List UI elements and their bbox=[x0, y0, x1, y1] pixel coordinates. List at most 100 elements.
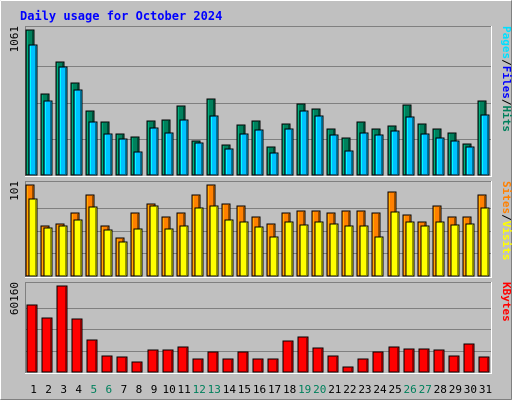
x-tick-label-29: 29 bbox=[449, 383, 462, 396]
bar-visits-5 bbox=[88, 206, 98, 277]
bar-kbytes-3 bbox=[56, 285, 68, 373]
x-tick-label-16: 16 bbox=[253, 383, 266, 396]
x-tick-label-25: 25 bbox=[388, 383, 401, 396]
panel-kbytes: 60160 KBytes bbox=[8, 282, 512, 374]
bar-files-11 bbox=[179, 119, 189, 176]
bar-visits-8 bbox=[133, 228, 143, 277]
bar-files-24 bbox=[374, 134, 384, 176]
bar-files-29 bbox=[450, 140, 460, 176]
x-tick-label-14: 14 bbox=[223, 383, 237, 396]
bar-files-19 bbox=[299, 110, 309, 176]
bar-visits-28 bbox=[435, 221, 445, 277]
bar-files-3 bbox=[58, 66, 68, 176]
bar-kbytes-27 bbox=[418, 348, 430, 373]
bar-visits-26 bbox=[405, 221, 415, 277]
panel-sites-visits: 101 Sites/Visits bbox=[8, 181, 512, 278]
bar-files-30 bbox=[465, 146, 475, 176]
legend: KBytes bbox=[500, 282, 512, 322]
bar-files-8 bbox=[133, 151, 143, 176]
bar-kbytes-15 bbox=[237, 351, 249, 373]
bar-visits-20 bbox=[314, 221, 324, 277]
bar-files-6 bbox=[103, 133, 113, 176]
bar-files-5 bbox=[88, 121, 98, 176]
bar-files-1 bbox=[28, 44, 38, 176]
chart-title: Daily usage for October 2024 bbox=[20, 9, 222, 23]
bar-files-31 bbox=[480, 114, 490, 176]
bar-visits-2 bbox=[43, 227, 53, 277]
legend-entry: Pages bbox=[500, 26, 512, 59]
bar-kbytes-4 bbox=[71, 318, 83, 373]
bars-hits-files-pages bbox=[25, 29, 490, 176]
legend-entry: Hits bbox=[500, 106, 512, 133]
x-tick-label-30: 30 bbox=[464, 383, 477, 396]
legend-entry: Visits bbox=[500, 221, 512, 261]
y-max-label: 1061 bbox=[8, 26, 21, 53]
x-tick-label-15: 15 bbox=[238, 383, 251, 396]
x-tick-label-13: 13 bbox=[208, 383, 221, 396]
bar-kbytes-14 bbox=[222, 358, 234, 373]
bar-visits-29 bbox=[450, 224, 460, 277]
bar-visits-6 bbox=[103, 229, 113, 277]
bar-files-9 bbox=[149, 127, 159, 176]
x-tick-label-19: 19 bbox=[298, 383, 311, 396]
x-tick-label-18: 18 bbox=[283, 383, 296, 396]
bar-kbytes-1 bbox=[26, 304, 38, 373]
bar-kbytes-19 bbox=[297, 336, 309, 373]
x-tick-label-26: 26 bbox=[404, 383, 417, 396]
bar-kbytes-8 bbox=[131, 361, 143, 373]
bar-files-10 bbox=[164, 132, 174, 176]
bar-visits-24 bbox=[374, 236, 384, 277]
bar-files-27 bbox=[420, 133, 430, 176]
bar-kbytes-6 bbox=[101, 355, 113, 373]
bar-kbytes-10 bbox=[162, 349, 174, 373]
x-tick-label-6: 6 bbox=[106, 383, 113, 396]
bar-files-7 bbox=[118, 138, 128, 176]
bar-visits-16 bbox=[254, 226, 264, 277]
bar-kbytes-18 bbox=[282, 340, 294, 373]
bar-visits-9 bbox=[149, 205, 159, 277]
bar-visits-17 bbox=[269, 236, 279, 277]
bar-files-2 bbox=[43, 100, 53, 176]
bar-kbytes-26 bbox=[403, 348, 415, 373]
x-tick-label-2: 2 bbox=[45, 383, 52, 396]
bar-kbytes-9 bbox=[147, 349, 159, 373]
bar-files-4 bbox=[73, 89, 83, 176]
bar-kbytes-28 bbox=[433, 349, 445, 373]
y-max-label: 101 bbox=[8, 181, 21, 201]
bar-kbytes-22 bbox=[342, 366, 354, 373]
legend: Pages/Files/Hits bbox=[500, 26, 512, 132]
bar-files-26 bbox=[405, 116, 415, 176]
bar-visits-14 bbox=[224, 219, 234, 277]
legend-entry: / bbox=[500, 214, 512, 221]
bar-files-17 bbox=[269, 152, 279, 176]
bar-visits-19 bbox=[299, 224, 309, 277]
x-tick-label-9: 9 bbox=[151, 383, 158, 396]
x-tick-label-12: 12 bbox=[193, 383, 206, 396]
x-tick-label-11: 11 bbox=[178, 383, 191, 396]
bar-kbytes-23 bbox=[357, 358, 369, 373]
y-max-label: 60160 bbox=[8, 282, 21, 315]
bar-visits-10 bbox=[164, 228, 174, 277]
x-tick-label-22: 22 bbox=[343, 383, 356, 396]
legend-entry: / bbox=[500, 59, 512, 66]
bar-visits-13 bbox=[209, 205, 219, 277]
legend-entry: Files bbox=[500, 66, 512, 99]
bar-visits-3 bbox=[58, 225, 68, 277]
legend-entry: Sites bbox=[500, 181, 512, 214]
x-tick-label-28: 28 bbox=[434, 383, 447, 396]
bar-files-18 bbox=[284, 128, 294, 176]
bar-files-28 bbox=[435, 137, 445, 176]
bar-files-20 bbox=[314, 115, 324, 176]
panel-hits-files-pages: 1061 Pages/Files/Hits bbox=[8, 26, 512, 177]
x-tick-label-23: 23 bbox=[358, 383, 371, 396]
bar-kbytes-7 bbox=[116, 356, 128, 373]
bar-visits-12 bbox=[194, 207, 204, 277]
bar-files-21 bbox=[329, 134, 339, 176]
bar-kbytes-29 bbox=[448, 355, 460, 373]
legend: Sites/Visits bbox=[500, 181, 512, 261]
bar-kbytes-25 bbox=[388, 346, 400, 373]
bar-kbytes-20 bbox=[312, 347, 324, 373]
x-tick-label-31: 31 bbox=[479, 383, 492, 396]
